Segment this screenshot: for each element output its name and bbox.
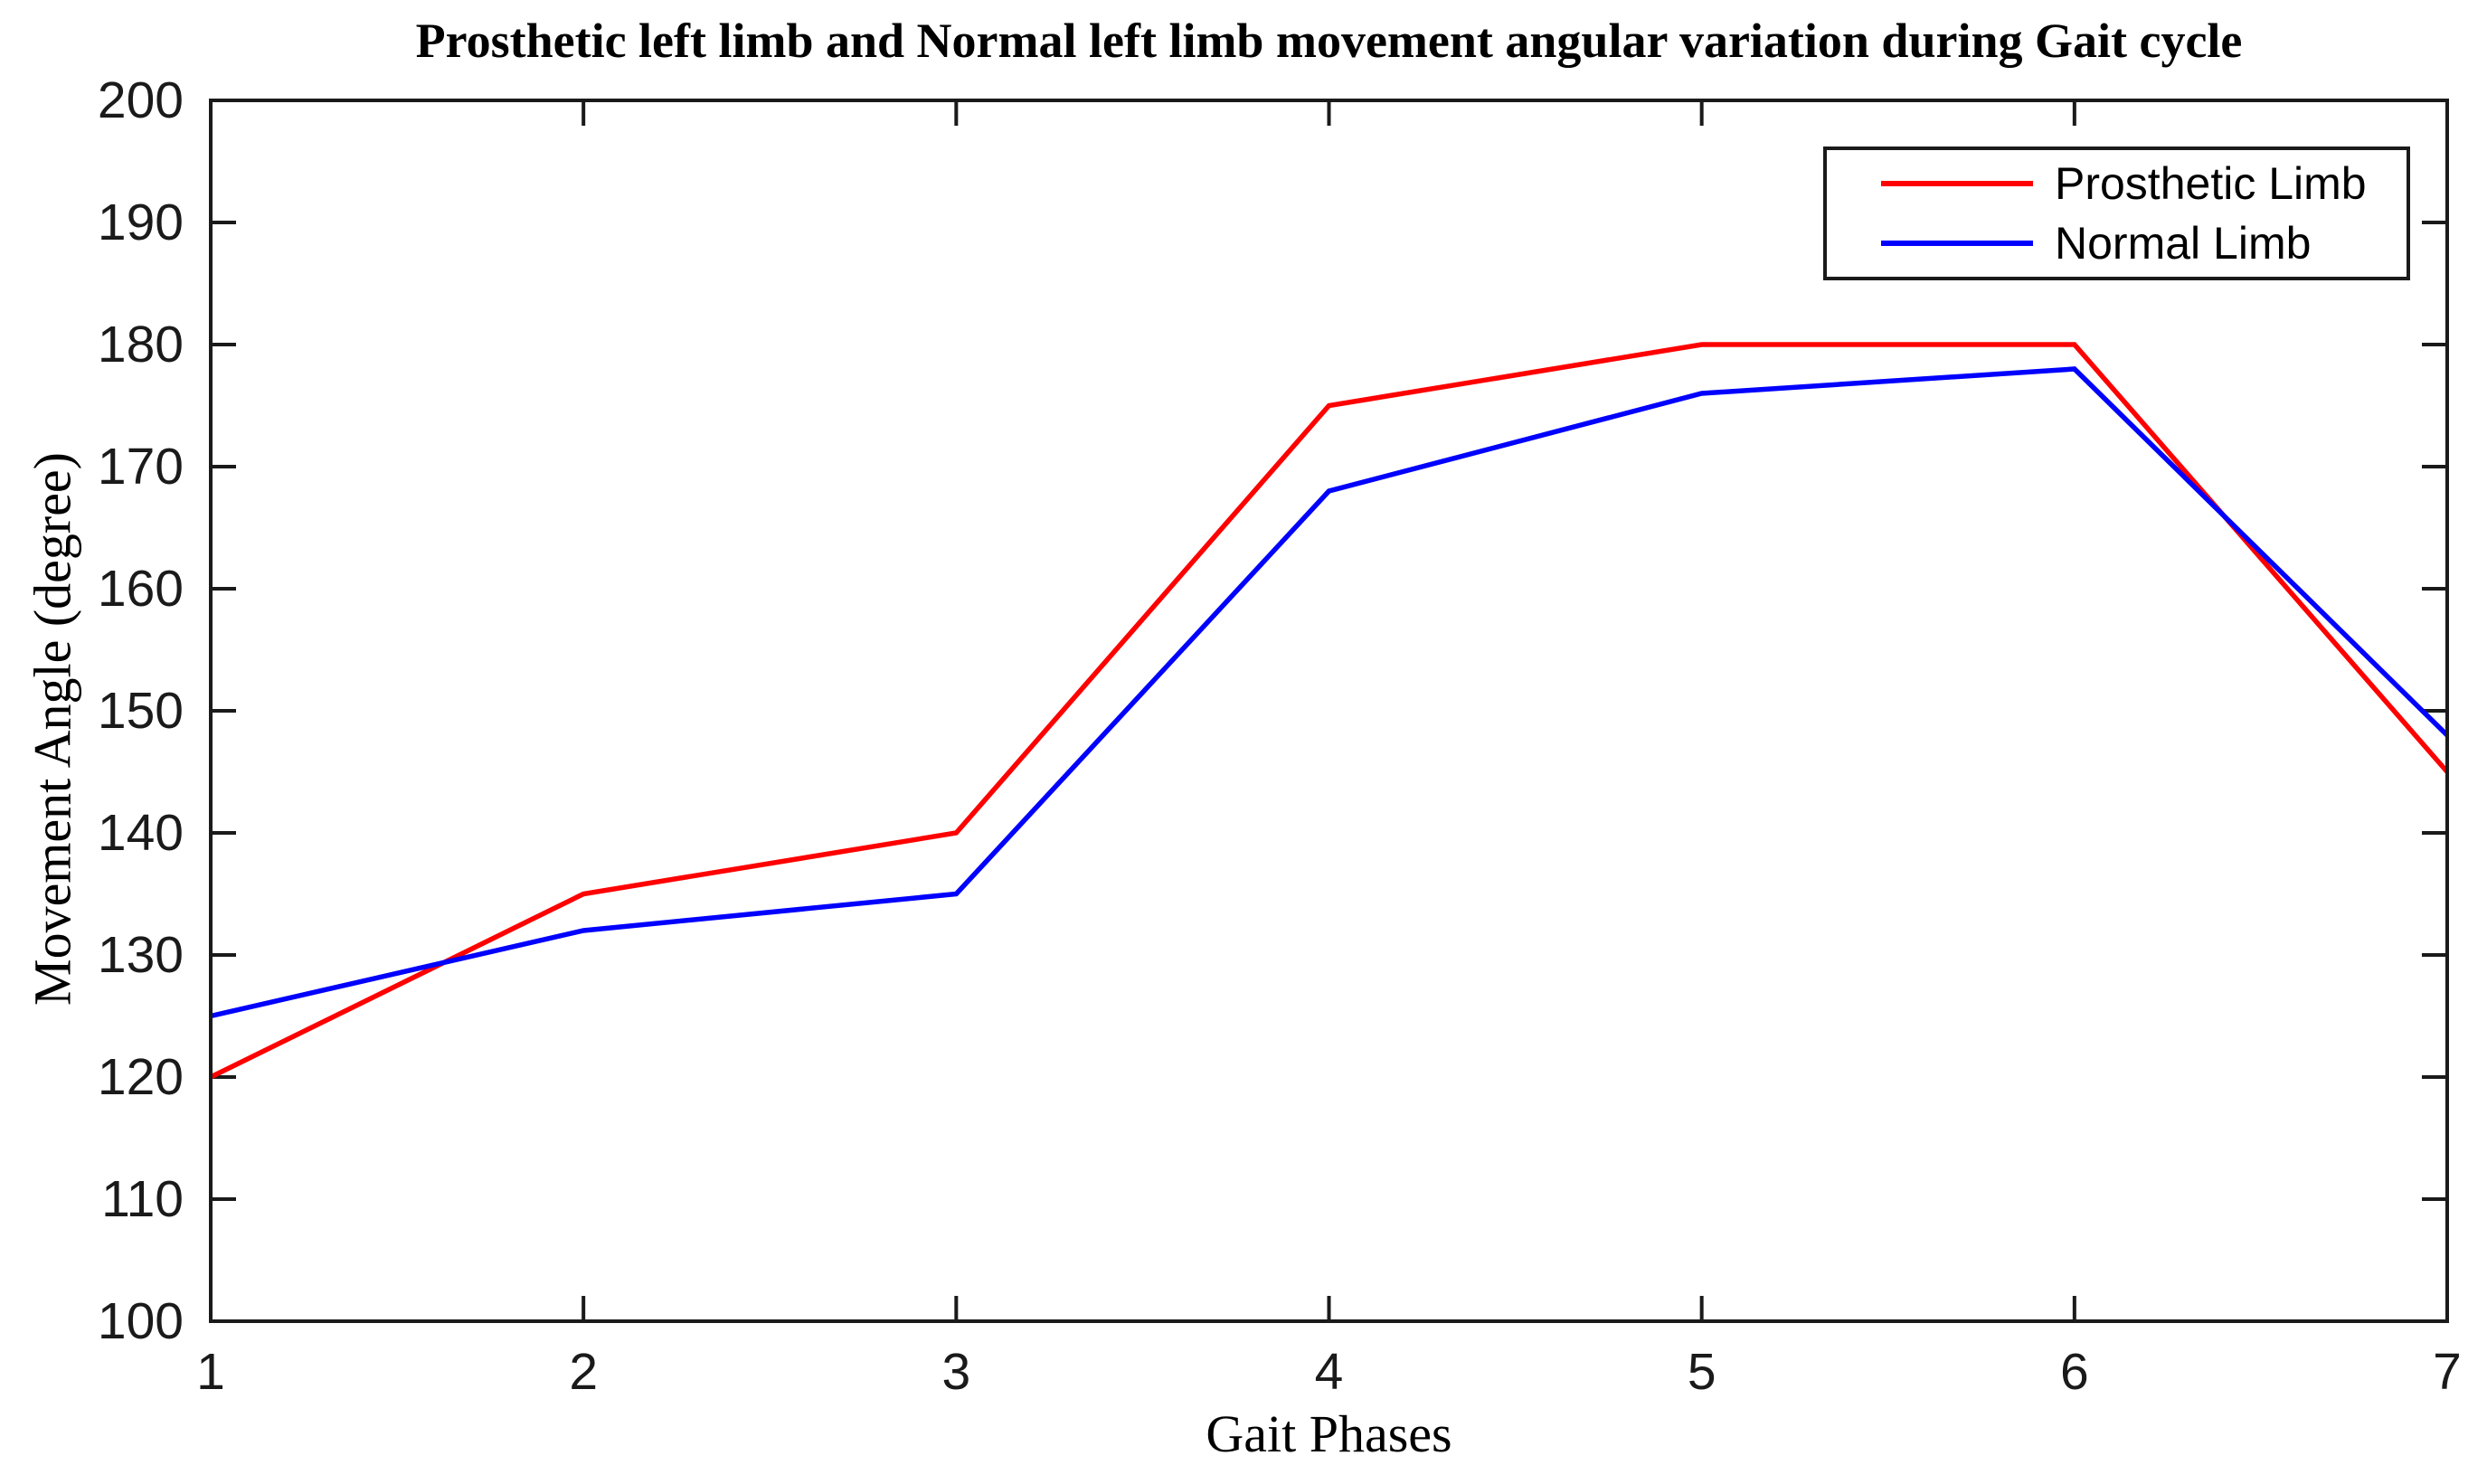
series-prosthetic-limb [209, 342, 2450, 1080]
x-axis-label: Gait Phases [1206, 1404, 1452, 1463]
y-tick-label: 100 [98, 1292, 184, 1350]
x-tick-label: 2 [569, 1343, 598, 1401]
chart-title: Prosthetic left limb and Normal left lim… [415, 14, 2243, 68]
y-tick-label: 190 [98, 194, 184, 251]
tick-marks [209, 99, 2449, 1323]
legend-item-normal-limb: Normal Limb [1881, 218, 2407, 269]
y-tick-label: 160 [98, 560, 184, 618]
series-normal-limb [210, 366, 2449, 1019]
x-tick-label: 4 [1315, 1343, 1344, 1401]
legend-line-sample-normal [1881, 240, 2033, 246]
plot-border [209, 99, 2449, 1323]
y-tick-label: 140 [98, 804, 184, 862]
legend: Prosthetic Limb Normal Limb [1823, 147, 2410, 280]
legend-label: Normal Limb [2055, 217, 2312, 269]
x-tick-label: 5 [1688, 1343, 1716, 1401]
legend-item-prosthetic-limb: Prosthetic Limb [1881, 158, 2407, 209]
y-axis-label: Movement Angle (degree) [23, 451, 82, 1007]
y-tick-label: 170 [98, 438, 184, 496]
x-tick-label: 6 [2060, 1343, 2089, 1401]
y-tick-label: 110 [101, 1170, 184, 1228]
x-tick-label: 1 [196, 1343, 225, 1401]
legend-label: Prosthetic Limb [2055, 158, 2367, 210]
y-tick-label: 200 [98, 71, 184, 129]
x-tick-label: 7 [2433, 1343, 2462, 1401]
y-tick-label: 130 [98, 926, 184, 984]
y-tick-label: 120 [98, 1048, 184, 1106]
legend-line-sample-prosthetic [1881, 181, 2033, 187]
y-tick-label: 150 [98, 682, 184, 740]
y-tick-label: 180 [98, 316, 184, 373]
x-tick-label: 3 [941, 1343, 970, 1401]
